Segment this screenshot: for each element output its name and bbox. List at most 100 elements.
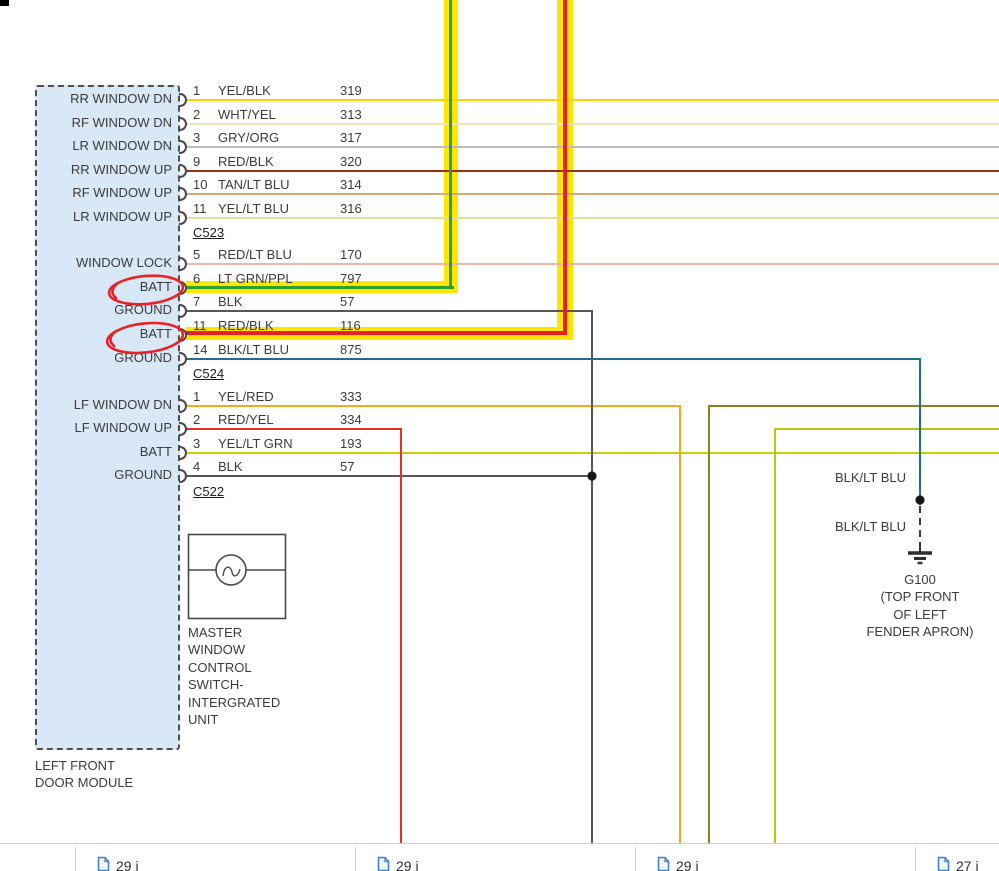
unit-label: MASTER WINDOW CONTROL SWITCH- INTERGRATE… [188,625,281,728]
module-pin-label: RF WINDOW DN [71,115,172,130]
wire-color-label: RED/BLK [218,318,274,333]
wire-red-yel-334-vertical [400,428,402,843]
tab-separator [915,847,916,871]
pin-number: 5 [193,247,201,262]
wire-lt-grn-ppl-797 [186,286,454,289]
document-icon [937,856,950,871]
wire-color-label: BLK [218,459,243,474]
pin-number: 6 [193,271,201,286]
pin-number: 1 [193,83,201,98]
pin-number: 9 [193,154,201,169]
circuit-number: 317 [340,130,362,145]
pin-number: 11 [193,318,207,333]
wire-yel-red-333-vertical [679,405,681,843]
document-icon [97,856,110,871]
module-pin-label: RR WINDOW UP [70,162,172,177]
wire-color-label: GRY/ORG [218,130,280,145]
pin-number: 1 [193,389,201,404]
bottom-tab[interactable]: 27 i [937,856,979,871]
tab-separator [355,847,356,871]
pin-number: 14 [193,342,208,357]
wire-red-blk-116 [186,331,567,335]
pin-number: 7 [193,294,201,309]
bottom-tab[interactable]: 29 i [97,856,139,871]
pin-number: 10 [193,177,208,192]
tab-separator [75,847,76,871]
wire-yel-blk-319 [186,99,999,101]
wire-red-yel-334 [186,428,402,430]
document-icon [657,856,670,871]
wire-color-label: BLK/LT BLU [218,342,290,357]
circuit-number: 334 [340,412,362,427]
pin-arc [179,140,187,154]
bottom-tab[interactable]: 29 i [377,856,419,871]
wire-row-highlighted: 6 LT GRN/PPL 797 [0,271,430,286]
module-pin-label: WINDOW LOCK [75,255,172,270]
module-pin-label: LR WINDOW UP [73,209,172,224]
pin-number: 3 [193,436,201,451]
ground-wire-label: BLK/LT BLU [834,519,906,534]
module-pin-label: LF WINDOW DN [73,397,172,412]
wire-row: 3 YEL/LT GRN 193 [0,436,430,451]
wire-red-blk-320 [186,170,999,172]
bottom-tab-bar: 29 i 29 i 29 i 27 i [0,843,999,871]
pin-arc [179,257,187,271]
circuit-number: 320 [340,154,362,169]
wire-row: 1 YEL/BLK 319 [0,83,430,98]
module-pin-label: RF WINDOW UP [72,185,172,200]
circuit-number: 193 [340,436,362,451]
pin-arc [179,211,187,225]
module-pin-label-batt: BATT [139,444,172,459]
tab-separator [635,847,636,871]
screen-artifact [0,0,9,6]
tab-label: 27 i [956,858,979,871]
circuit-number: 313 [340,107,362,122]
circuit-number: 316 [340,201,362,216]
wire-row: 2 RED/YEL 334 [0,412,430,427]
wire-row: 10 TAN/LT BLU 314 [0,177,430,192]
module-pin-label: RR WINDOW DN [70,91,172,106]
wire-color-label: YEL/BLK [218,83,271,98]
pin-number: 4 [193,459,201,474]
connector-link-c524[interactable]: C524 [193,366,225,381]
ground-wire-label: BLK/LT BLU [834,470,906,485]
wire-row: 4 BLK 57 [0,459,430,474]
wire-yel-red-333 [186,405,681,407]
wire-row: 1 YEL/RED 333 [0,389,430,404]
circuit-number: 116 [340,318,361,333]
wire-wht-yel-313 [186,123,999,125]
wire-color-label: BLK [218,294,243,309]
circuit-number: 797 [340,271,362,286]
wire-red-blk-116-vertical [563,0,567,335]
bottom-tab[interactable]: 29 i [657,856,699,871]
wire-olive-offpage [709,405,999,407]
wire-olive-vertical [708,405,710,843]
wire-blk-lt-blu-875 [186,358,921,360]
connector-link-c523[interactable]: C523 [193,225,225,240]
wire-yel-lt-blu-316 [186,217,999,219]
wire-row: 5 RED/LT BLU 170 [0,247,430,262]
wire-color-label: YEL/LT GRN [218,436,293,451]
circuit-number: 57 [340,294,355,309]
circuit-number: 319 [340,83,362,98]
pin-arc [179,187,187,201]
module-pin-label: LF WINDOW UP [74,420,173,435]
circuit-number: 170 [340,247,362,262]
pin-arc [179,422,187,436]
connector-link-c522[interactable]: C522 [193,484,225,499]
circuit-number: 333 [340,389,362,404]
wire-color-label: WHT/YEL [218,107,276,122]
circuit-number: 314 [340,177,362,192]
wire-color-label: YEL/RED [218,389,274,404]
ground-symbol [908,506,932,565]
wire-lt-grn-ppl-797-vertical [449,0,452,289]
document-icon [377,856,390,871]
pin-arc [179,446,187,460]
wire-row: 2 WHT/YEL 313 [0,107,430,122]
wire-blk-lt-blu-875-vertical [919,358,921,505]
pin-arc [179,164,187,178]
wire-row: 7 BLK 57 [0,294,430,309]
ground-location-label: G100 (TOP FRONT OF LEFT FENDER APRON) [866,572,974,640]
wire-yellow-green-offpage [775,428,999,430]
